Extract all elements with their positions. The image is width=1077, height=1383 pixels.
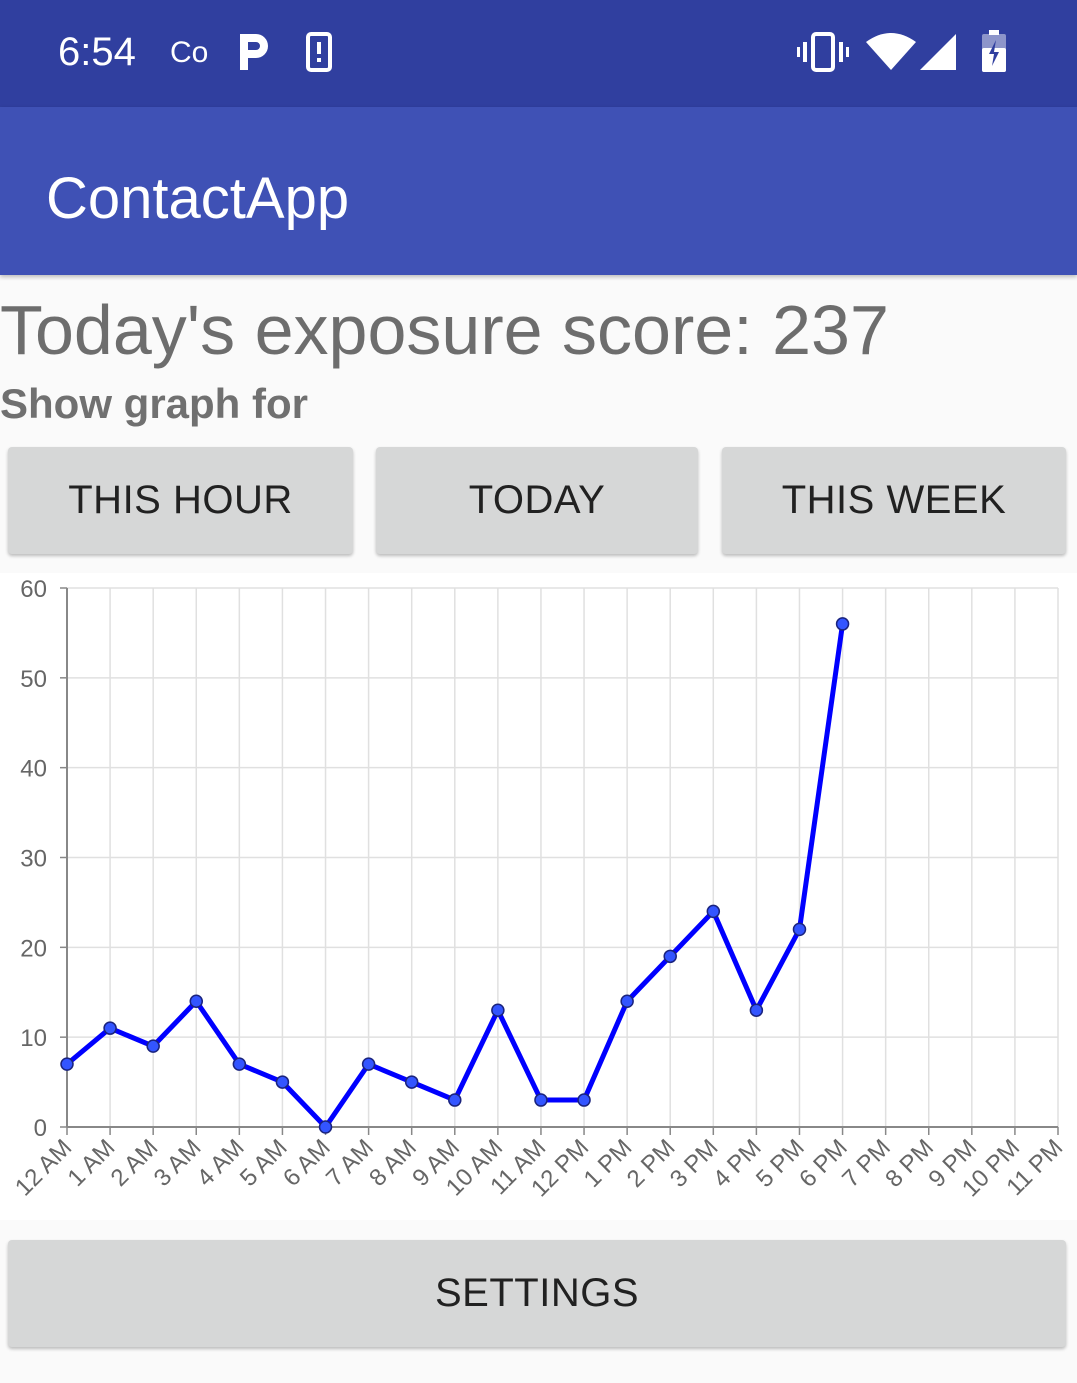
y-tick-label: 10 — [20, 1025, 47, 1052]
x-tick-label: 2 PM — [622, 1134, 681, 1193]
y-tick-label: 30 — [20, 846, 47, 873]
data-point — [663, 949, 677, 964]
data-point — [60, 1057, 74, 1071]
data-point — [404, 1075, 419, 1089]
data-point — [318, 1120, 333, 1134]
x-tick-label: 1 AM — [63, 1134, 121, 1192]
exposure-score: Today's exposure score: 237 — [0, 291, 889, 369]
data-point — [577, 1093, 591, 1107]
app-title: ContactApp — [46, 166, 350, 231]
p-icon — [236, 30, 272, 79]
data-point — [792, 922, 807, 937]
y-tick-label: 40 — [20, 756, 47, 783]
x-tick-label: 4 AM — [192, 1134, 250, 1192]
phone-alert-icon — [305, 32, 333, 77]
data-point — [835, 617, 850, 631]
data-point — [146, 1039, 160, 1053]
x-tick-label: 3 PM — [665, 1134, 724, 1193]
wifi-icon — [866, 32, 916, 75]
x-tick-label: 3 AM — [149, 1134, 207, 1192]
signal-icon — [920, 34, 958, 75]
data-point — [361, 1057, 376, 1071]
data-point — [232, 1057, 247, 1071]
status-carrier-text: Co — [170, 36, 209, 69]
data-point — [706, 904, 721, 919]
x-tick-label: 5 AM — [235, 1134, 293, 1192]
x-tick-label: 4 PM — [708, 1134, 767, 1193]
status-time: 6:54 — [58, 30, 136, 74]
data-point — [275, 1075, 290, 1089]
settings-button[interactable]: SETTINGS — [8, 1240, 1066, 1347]
y-tick-label: 60 — [20, 576, 47, 603]
today-button[interactable]: TODAY — [376, 447, 698, 554]
y-tick-label: 20 — [20, 935, 47, 962]
x-tick-label: 7 PM — [837, 1134, 896, 1193]
x-tick-label: 8 AM — [364, 1134, 422, 1192]
data-point — [448, 1093, 462, 1107]
x-tick-label: 5 PM — [751, 1134, 810, 1193]
x-tick-label: 1 PM — [579, 1134, 638, 1193]
vibrate-icon — [797, 32, 849, 77]
x-tick-label: 6 PM — [794, 1134, 853, 1193]
y-tick-label: 50 — [20, 666, 47, 693]
this-hour-button[interactable]: THIS HOUR — [8, 447, 353, 554]
data-point — [620, 994, 634, 1008]
x-tick-label: 2 AM — [106, 1134, 164, 1192]
data-point — [749, 1003, 764, 1017]
data-point — [189, 994, 204, 1008]
app-bar: ContactApp — [0, 107, 1077, 275]
this-week-button[interactable]: THIS WEEK — [722, 447, 1066, 554]
show-graph-label: Show graph for — [0, 380, 308, 427]
x-tick-label: 6 AM — [278, 1134, 336, 1192]
status-bar: 6:54 Co — [0, 0, 1077, 107]
exposure-chart: 0 10 20 30 40 50 60 12 AM 1 AM 2 AM 3 AM 4 AM 5 AM 6 … — [0, 573, 1077, 1220]
x-tick-label: 7 AM — [321, 1134, 379, 1192]
x-tick-label: 8 PM — [880, 1134, 939, 1193]
data-point — [491, 1003, 505, 1017]
battery-charging-icon — [980, 30, 1008, 77]
data-point — [534, 1093, 548, 1107]
data-point — [103, 1021, 117, 1035]
y-tick-label: 0 — [34, 1115, 47, 1142]
